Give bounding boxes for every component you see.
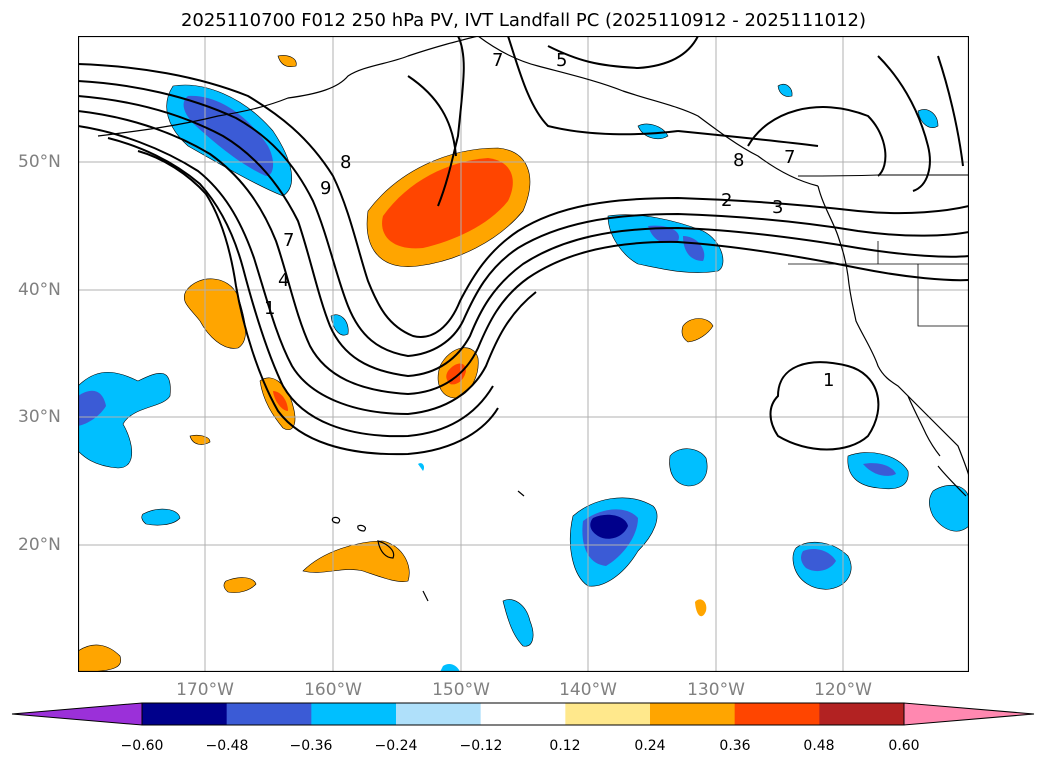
colorbar bbox=[11, 702, 1035, 726]
colorbar-extend-min bbox=[12, 703, 142, 725]
graticule bbox=[78, 36, 969, 672]
lon-label: 150°W bbox=[432, 680, 490, 700]
colorbar-tick-label: 0.36 bbox=[719, 738, 751, 754]
contour-label: 7 bbox=[784, 147, 795, 168]
colorbar-tick-label: 0.24 bbox=[634, 738, 666, 754]
lon-label: 160°W bbox=[304, 680, 362, 700]
contour-label: 1 bbox=[823, 370, 834, 391]
plot-title: 2025110700 F012 250 hPa PV, IVT Landfall… bbox=[180, 10, 867, 31]
lat-label: 20°N bbox=[18, 535, 61, 555]
colorbar-cell bbox=[226, 703, 312, 725]
lon-label: 130°W bbox=[687, 680, 745, 700]
colorbar-cell bbox=[142, 703, 228, 725]
coastlines bbox=[97, 36, 969, 602]
colorbar-tick-label: −0.36 bbox=[289, 738, 333, 754]
contour-label: 4 bbox=[278, 270, 289, 291]
contour-label: 5 bbox=[556, 50, 567, 71]
lat-label: 50°N bbox=[18, 152, 61, 172]
colorbar-cell bbox=[819, 703, 905, 725]
contour-label: 1 bbox=[264, 298, 275, 319]
colorbar-tick-label: −0.48 bbox=[205, 738, 249, 754]
colorbar-tick-label: −0.60 bbox=[120, 738, 164, 754]
lon-label: 140°W bbox=[559, 680, 617, 700]
contour-label: 9 bbox=[320, 178, 331, 199]
contour-label: 7 bbox=[283, 230, 294, 251]
lon-label: 120°W bbox=[814, 680, 872, 700]
colorbar-cell bbox=[650, 703, 736, 725]
map-panel: 5 7 8 9 7 4 1 8 2 3 1 7 bbox=[78, 36, 969, 672]
colorbar-extend-max bbox=[904, 703, 1034, 725]
colorbar-tick-label: 0.60 bbox=[888, 738, 920, 754]
colorbar-cell bbox=[396, 703, 482, 725]
contour-label: 2 bbox=[721, 190, 732, 211]
colorbar-cell bbox=[734, 703, 820, 725]
colorbar-tick-label: 0.12 bbox=[549, 738, 581, 754]
contour-label: 3 bbox=[772, 197, 783, 218]
contour-label: 8 bbox=[733, 150, 744, 171]
colorbar-tick-label: −0.24 bbox=[374, 738, 418, 754]
lat-label: 30°N bbox=[18, 407, 61, 427]
colorbar-tick-label: −0.12 bbox=[459, 738, 503, 754]
map-frame bbox=[78, 36, 969, 672]
pv-contours bbox=[78, 36, 969, 456]
contour-label: 8 bbox=[340, 152, 351, 173]
colorbar-cell bbox=[565, 703, 651, 725]
colorbar-cell bbox=[480, 703, 566, 725]
colorbar-cell bbox=[311, 703, 397, 725]
contour-label: 7 bbox=[492, 50, 503, 71]
colorbar-tick-label: 0.48 bbox=[803, 738, 835, 754]
contour-labels: 5 7 8 9 7 4 1 8 2 3 1 7 bbox=[264, 50, 834, 391]
lat-label: 40°N bbox=[18, 280, 61, 300]
lon-label: 170°W bbox=[176, 680, 234, 700]
